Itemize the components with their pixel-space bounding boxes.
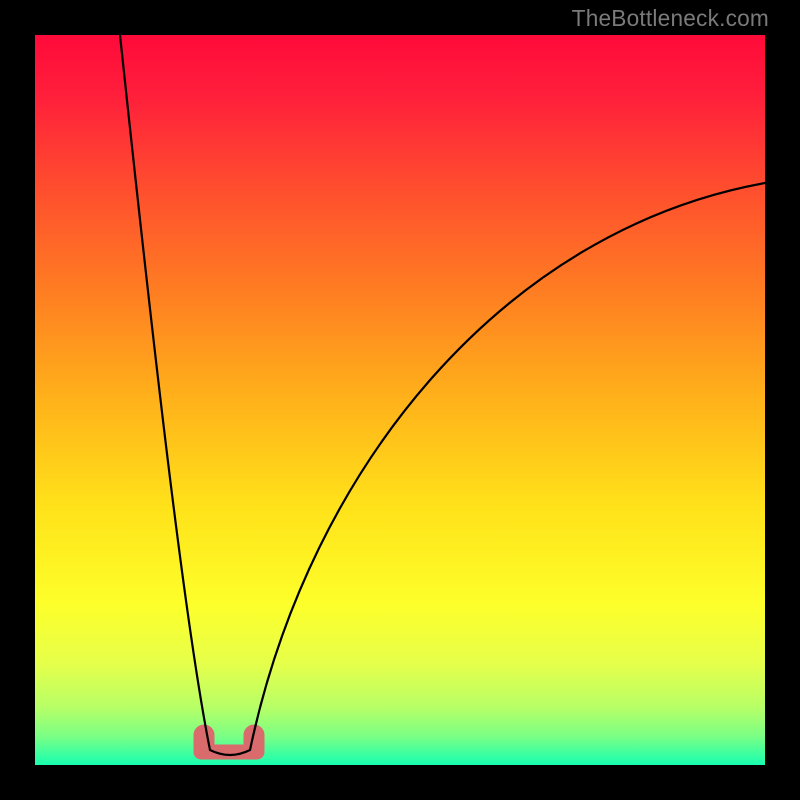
bottleneck-curve xyxy=(120,35,765,755)
chart-frame: TheBottleneck.com xyxy=(0,0,800,800)
curve-layer xyxy=(35,35,765,765)
watermark-text: TheBottleneck.com xyxy=(572,5,769,32)
plot-area xyxy=(35,35,765,765)
